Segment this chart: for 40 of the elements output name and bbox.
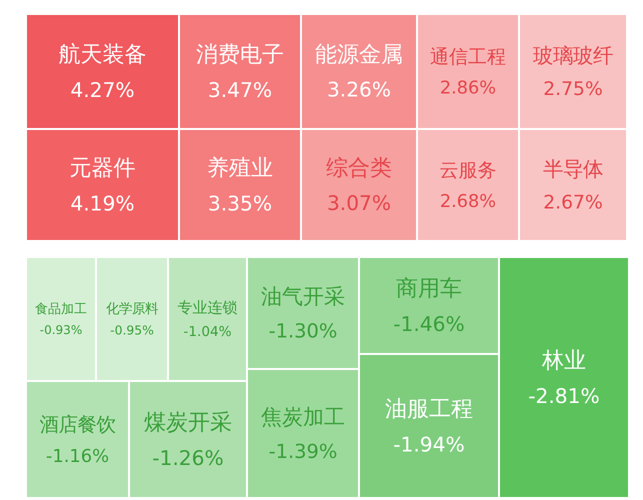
category-label: 商用车 — [396, 276, 462, 302]
data-label: 3.47% — [208, 78, 272, 102]
category-label: 消费电子 — [196, 42, 284, 68]
data-label: -1.39% — [268, 440, 338, 463]
data-label: 2.75% — [543, 78, 603, 100]
category-label: 养殖业 — [207, 156, 273, 182]
data-label: -2.81% — [528, 384, 600, 408]
data-label: -1.04% — [183, 324, 232, 340]
data-label: 2.67% — [543, 192, 603, 214]
data-label: 3.07% — [326, 191, 392, 216]
data-label: 4.27% — [70, 78, 135, 102]
data-label: -1.16% — [46, 446, 110, 467]
category-label: 专业连锁 — [178, 299, 238, 316]
data-label: 2.68% — [440, 192, 496, 212]
data-label: -1.26% — [152, 446, 224, 470]
category-label: 焦炭加工 — [261, 404, 345, 429]
data-label: -1.46% — [393, 312, 465, 336]
category-label: 综合类 — [326, 156, 392, 182]
category-label: 煤炭开采 — [144, 410, 232, 436]
category-label: 化学原料 — [106, 302, 158, 317]
data-label: 3.35% — [208, 191, 272, 216]
category-label: 能源金属 — [315, 42, 403, 68]
data-label: 2.86% — [440, 78, 496, 99]
category-label: 玻璃玻纤 — [533, 43, 613, 68]
category-label: 航天装备 — [58, 42, 146, 68]
category-label: 食品加工 — [35, 302, 87, 318]
data-label: -1.94% — [393, 432, 465, 456]
category-label: 通信工程 — [430, 44, 506, 68]
data-label: 4.19% — [70, 191, 135, 216]
category-label: 云服务 — [440, 158, 496, 182]
category-label: 油服工程 — [385, 397, 473, 422]
category-label: 酒店餐饮 — [40, 412, 116, 436]
data-label: 3.26% — [326, 78, 392, 102]
data-label: -0.95% — [110, 323, 154, 338]
category-label: 元器件 — [70, 156, 136, 182]
category-label: 油气开采 — [261, 283, 345, 308]
data-label: -0.93% — [40, 323, 82, 338]
category-label: 半导体 — [543, 156, 603, 181]
data-label: -1.30% — [268, 319, 338, 342]
category-label: 林业 — [541, 348, 586, 374]
